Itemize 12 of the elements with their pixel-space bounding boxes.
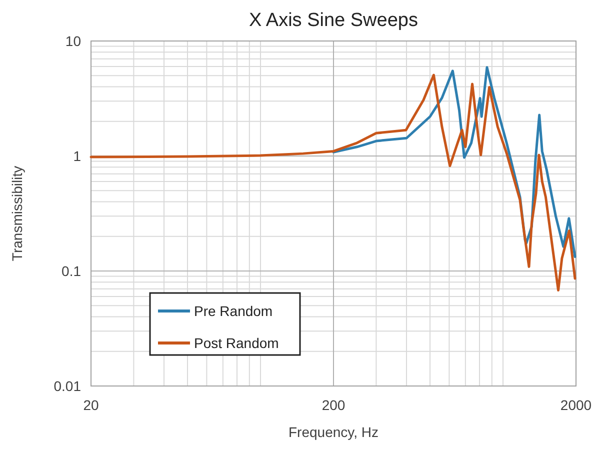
y-tick-label: 1 <box>73 148 82 164</box>
y-tick-label: 10 <box>65 33 82 49</box>
chart-title: X Axis Sine Sweeps <box>249 10 418 31</box>
legend-label: Pre Random <box>194 303 273 319</box>
x-tick-label: 200 <box>322 397 346 413</box>
x-tick-label: 2000 <box>560 397 592 413</box>
x-axis-title: Frequency, Hz <box>288 424 378 440</box>
y-tick-label: 0.01 <box>54 378 82 394</box>
y-axis-title: Transmissibility <box>9 166 25 262</box>
x-tick-label: 20 <box>83 397 99 413</box>
legend-label: Post Random <box>194 335 279 351</box>
y-tick-label: 0.1 <box>62 263 82 279</box>
